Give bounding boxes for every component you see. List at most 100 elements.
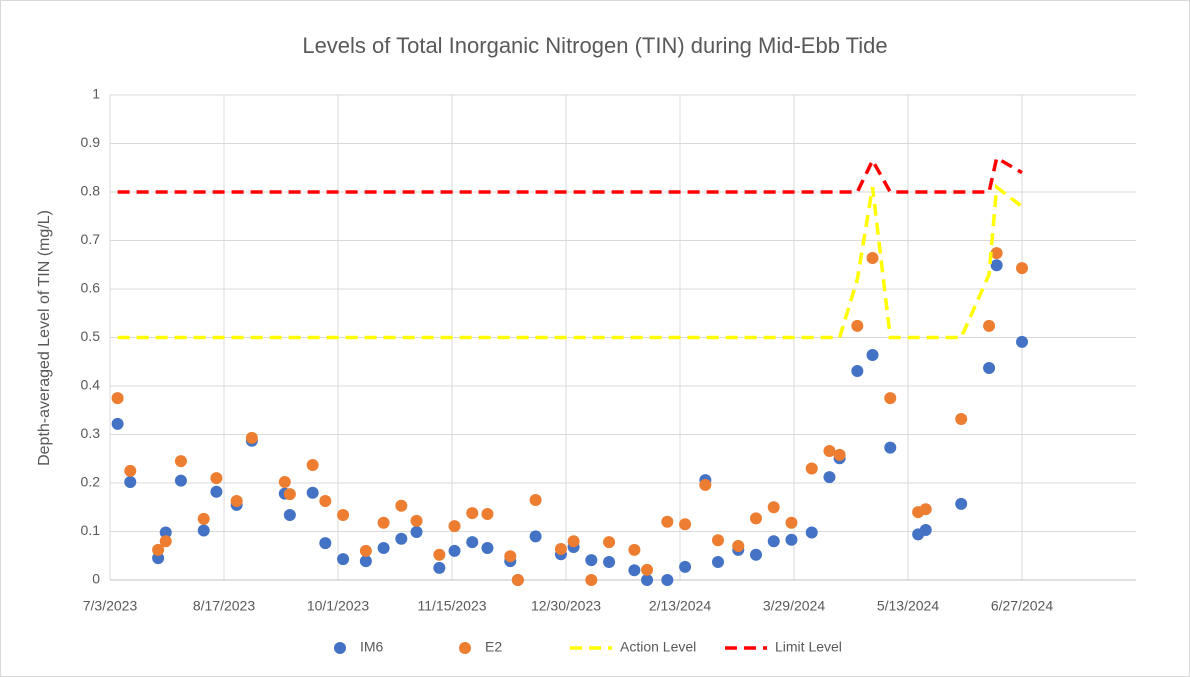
data-point (124, 464, 137, 477)
data-point (124, 476, 137, 489)
y-tick-label: 0.7 (81, 231, 101, 247)
legend-label: Action Level (620, 639, 696, 655)
y-axis-label: Depth-averaged Level of TIN (mg/L) (36, 210, 53, 466)
data-point (732, 540, 745, 553)
data-point (466, 536, 479, 549)
y-tick-label: 1 (92, 86, 100, 102)
data-point (641, 574, 654, 586)
data-point (337, 553, 350, 566)
x-tick-label: 3/29/2024 (763, 598, 825, 614)
y-tick-label: 0.8 (81, 183, 101, 199)
data-point (448, 544, 461, 557)
data-point (750, 512, 762, 525)
data-point (283, 509, 296, 522)
data-point (504, 550, 517, 563)
data-point (410, 514, 423, 527)
data-point (410, 525, 423, 538)
y-tick-label: 0.2 (81, 474, 101, 490)
data-point (152, 552, 165, 565)
data-point (377, 516, 390, 529)
data-point (529, 493, 542, 506)
data-point (159, 526, 172, 539)
data-point (230, 494, 243, 507)
data-point (823, 444, 836, 457)
y-tick-label: 0.5 (81, 328, 101, 344)
x-tick-label: 2/13/2024 (649, 598, 711, 614)
data-point (955, 412, 968, 425)
data-point (567, 535, 580, 548)
x-tick-label: 10/1/2023 (307, 598, 369, 614)
data-point (866, 251, 879, 264)
data-point (159, 535, 172, 548)
data-point (448, 520, 461, 533)
x-tick-label: 6/27/2024 (991, 598, 1053, 614)
data-point (585, 554, 598, 567)
data-point (197, 524, 210, 537)
data-point (210, 472, 223, 485)
y-tick-label: 0.3 (81, 425, 101, 441)
data-point (866, 348, 879, 361)
data-point (603, 556, 616, 569)
data-point (884, 441, 897, 454)
data-point (990, 247, 1003, 260)
data-point (851, 319, 864, 332)
legend-label: Limit Level (775, 639, 842, 655)
data-point (661, 515, 674, 528)
data-point (712, 556, 724, 569)
data-point (210, 485, 223, 498)
data-point (245, 431, 258, 444)
data-point (679, 560, 692, 573)
x-tick-label: 12/30/2023 (531, 598, 601, 614)
data-point (529, 530, 542, 543)
data-point (306, 486, 319, 499)
data-point (823, 471, 836, 484)
x-tick-label: 8/17/2023 (193, 598, 255, 614)
legend-label: IM6 (360, 639, 384, 655)
data-point (359, 544, 372, 557)
data-point (919, 524, 932, 537)
data-point (767, 535, 780, 548)
data-point (628, 543, 641, 556)
chart-title: Levels of Total Inorganic Nitrogen (TIN)… (302, 33, 887, 58)
data-point (603, 536, 616, 549)
data-point (983, 319, 996, 332)
x-tick-label: 11/15/2023 (417, 598, 486, 614)
data-point (481, 508, 494, 521)
data-point (955, 497, 968, 510)
data-point (152, 543, 165, 556)
data-point (661, 574, 674, 586)
data-point (197, 512, 210, 525)
data-point (306, 459, 319, 472)
data-point (377, 541, 390, 554)
data-point (278, 476, 291, 489)
y-tick-label: 0.1 (81, 522, 101, 538)
data-point (319, 537, 332, 550)
data-point (679, 518, 692, 531)
y-tick-label: 0.6 (81, 280, 101, 296)
data-point (851, 364, 864, 377)
data-point (337, 509, 350, 522)
data-point (641, 563, 654, 576)
data-point (805, 462, 818, 475)
data-point (395, 532, 408, 545)
data-point (990, 259, 1003, 272)
data-point (1016, 335, 1028, 348)
data-point (919, 503, 932, 516)
data-point (712, 534, 724, 547)
level-line (117, 155, 1023, 194)
data-point (395, 499, 408, 512)
level-line (117, 183, 1024, 340)
data-point (359, 555, 372, 568)
data-point (481, 541, 494, 554)
legend-label: E2 (485, 639, 502, 655)
data-point (628, 564, 641, 577)
data-point (805, 526, 818, 539)
data-point (833, 448, 846, 461)
data-point (785, 533, 798, 546)
data-point (433, 561, 446, 574)
x-tick-label: 5/13/2024 (877, 598, 939, 614)
data-point (699, 478, 712, 491)
data-point (983, 362, 996, 375)
data-point (433, 548, 446, 561)
